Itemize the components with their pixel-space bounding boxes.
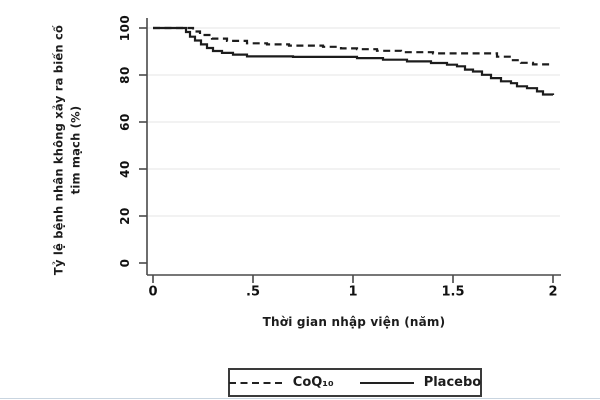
x-tick-label-1.5: 1.5 [441, 284, 465, 300]
x-tick-label-0: 0 [148, 284, 158, 300]
legend-item-placebo: Placebo [359, 375, 482, 390]
legend-label-placebo: Placebo [423, 375, 482, 390]
x-tick-label-1: 1 [348, 284, 358, 300]
y-tick-label-100: 100 [118, 14, 132, 42]
x-axis-title: Thời gian nhập viện (năm) [262, 315, 446, 329]
legend-item-coq10: CoQ₁₀ [228, 375, 334, 390]
dashed-line-swatch [228, 381, 283, 384]
series-line-coq10 [153, 26, 555, 66]
series-line-placebo [153, 26, 555, 96]
y-tick-label-20: 20 [118, 207, 132, 225]
y-tick-label-0: 0 [118, 258, 132, 268]
y-tick-label-40: 40 [118, 160, 132, 178]
legend-label-coq10: CoQ₁₀ [292, 375, 334, 390]
x-tick-label-.5: .5 [246, 284, 260, 300]
solid-line-swatch [359, 381, 414, 384]
legend-box: CoQ₁₀ Placebo [228, 368, 482, 397]
x-tick-label-2: 2 [548, 284, 558, 300]
window-bottom-border [0, 398, 600, 399]
y-tick-label-60: 60 [118, 113, 132, 131]
y-axis-title: Tỷ lệ bệnh nhân không xảy ra biến cố tim… [51, 24, 82, 276]
y-tick-label-80: 80 [118, 66, 132, 84]
